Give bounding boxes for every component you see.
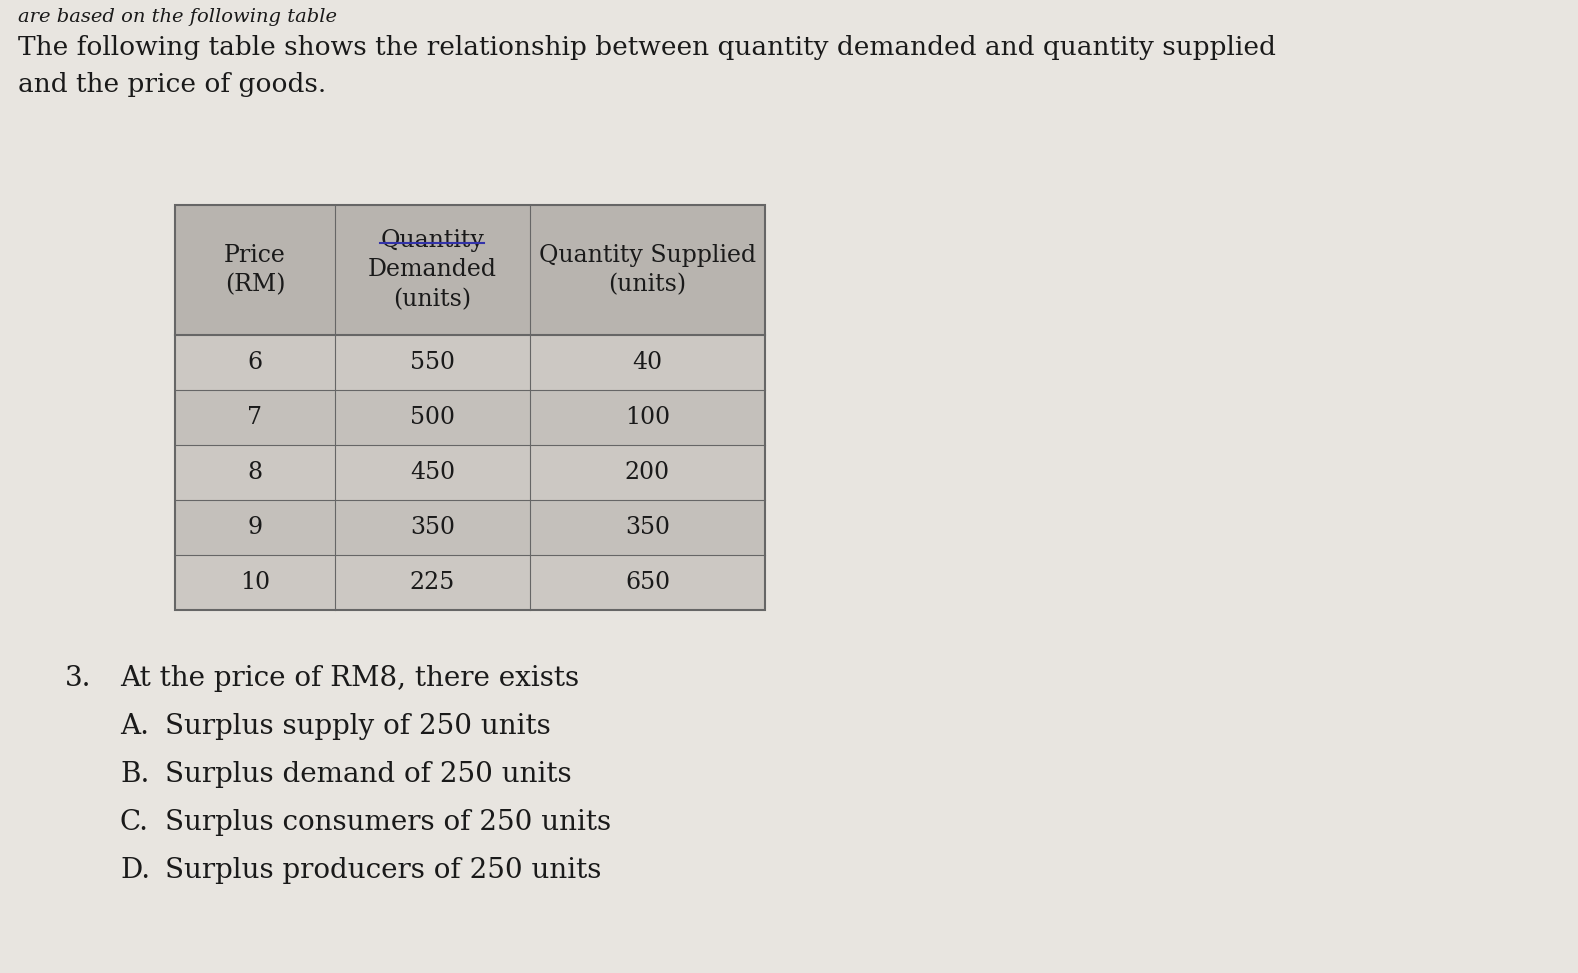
Text: Price
(RM): Price (RM) xyxy=(224,244,286,296)
Text: Surplus demand of 250 units: Surplus demand of 250 units xyxy=(166,761,571,788)
Text: 10: 10 xyxy=(240,571,270,594)
Text: A.: A. xyxy=(120,713,148,740)
Text: 200: 200 xyxy=(625,461,671,484)
Bar xyxy=(175,500,765,555)
Text: 350: 350 xyxy=(625,516,671,539)
Text: Surplus producers of 250 units: Surplus producers of 250 units xyxy=(166,857,601,884)
Text: 225: 225 xyxy=(410,571,454,594)
Text: D.: D. xyxy=(120,857,150,884)
Bar xyxy=(175,390,765,445)
Text: C.: C. xyxy=(120,809,148,836)
Text: 7: 7 xyxy=(248,406,262,429)
Text: The following table shows the relationship between quantity demanded and quantit: The following table shows the relationsh… xyxy=(17,35,1277,60)
Bar xyxy=(175,205,765,610)
Text: B.: B. xyxy=(120,761,150,788)
Text: 8: 8 xyxy=(248,461,262,484)
Bar xyxy=(175,445,765,500)
Text: Surplus consumers of 250 units: Surplus consumers of 250 units xyxy=(166,809,611,836)
Text: and the price of goods.: and the price of goods. xyxy=(17,72,327,97)
Text: 350: 350 xyxy=(410,516,454,539)
Bar xyxy=(175,555,765,610)
Text: 6: 6 xyxy=(248,351,262,374)
Text: are based on the following table: are based on the following table xyxy=(17,8,338,26)
Text: 3.: 3. xyxy=(65,665,92,692)
Text: Surplus supply of 250 units: Surplus supply of 250 units xyxy=(166,713,551,740)
Text: 450: 450 xyxy=(410,461,454,484)
Text: 9: 9 xyxy=(248,516,262,539)
Text: 650: 650 xyxy=(625,571,671,594)
Text: 550: 550 xyxy=(410,351,454,374)
Text: At the price of RM8, there exists: At the price of RM8, there exists xyxy=(120,665,579,692)
Text: 100: 100 xyxy=(625,406,671,429)
Text: 40: 40 xyxy=(633,351,663,374)
Text: Quantity Supplied
(units): Quantity Supplied (units) xyxy=(540,244,756,296)
Text: Quantity
Demanded
(units): Quantity Demanded (units) xyxy=(368,230,497,310)
Bar xyxy=(175,335,765,390)
Bar xyxy=(175,205,765,335)
Text: 500: 500 xyxy=(410,406,454,429)
